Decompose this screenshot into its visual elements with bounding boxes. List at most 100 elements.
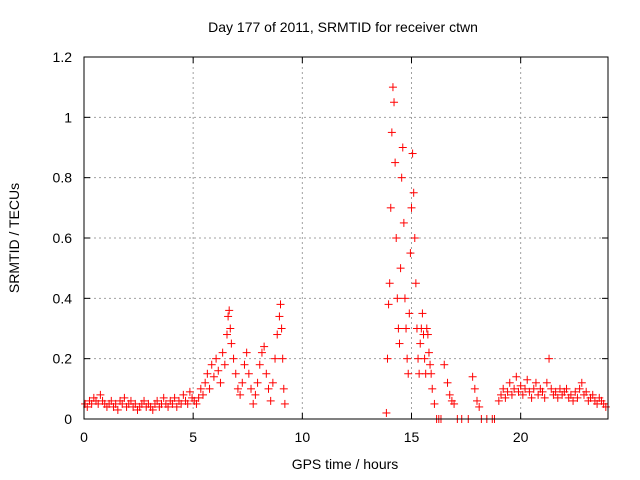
data-point — [428, 384, 437, 393]
data-point — [418, 309, 427, 318]
data-point — [185, 387, 194, 396]
y-tick-label: 1.2 — [53, 49, 73, 65]
data-point — [468, 372, 477, 381]
data-point — [153, 396, 162, 405]
data-point — [233, 384, 242, 393]
data-point — [242, 348, 251, 357]
y-axis-label: SRMTID / TECUs — [6, 183, 22, 293]
data-point — [216, 378, 225, 387]
data-point — [249, 399, 258, 408]
data-point — [440, 360, 449, 369]
data-point — [207, 360, 216, 369]
data-point — [542, 378, 551, 387]
data-point — [205, 384, 214, 393]
data-point — [518, 390, 527, 399]
data-point — [278, 354, 287, 363]
data-point — [406, 249, 415, 258]
data-point — [218, 348, 227, 357]
data-point — [277, 324, 286, 333]
x-axis-label: GPS time / hours — [292, 456, 399, 472]
data-point — [264, 384, 273, 393]
x-tick-label: 20 — [513, 429, 529, 445]
data-point — [220, 360, 229, 369]
data-point — [395, 339, 404, 348]
data-point — [231, 369, 240, 378]
data-point — [227, 339, 236, 348]
data-point — [423, 330, 432, 339]
data-point — [553, 393, 562, 402]
data-point — [393, 294, 402, 303]
data-point — [247, 384, 256, 393]
data-point — [514, 387, 523, 396]
data-point — [266, 396, 275, 405]
data-point — [501, 393, 510, 402]
data-point — [427, 369, 436, 378]
data-point — [275, 312, 284, 321]
data-point — [523, 375, 532, 384]
data-point — [385, 279, 394, 288]
y-tick-label: 0.2 — [53, 351, 73, 367]
y-tick-label: 0.6 — [53, 230, 73, 246]
y-tick-label: 0 — [64, 411, 72, 427]
data-point — [262, 369, 271, 378]
data-point — [384, 300, 393, 309]
data-point — [240, 360, 249, 369]
data-point — [198, 390, 207, 399]
data-point — [404, 369, 413, 378]
data-point — [399, 218, 408, 227]
data-point — [430, 399, 439, 408]
data-point — [113, 405, 122, 414]
data-point — [545, 354, 554, 363]
data-point — [382, 408, 391, 417]
data-point — [391, 158, 400, 167]
data-point — [407, 203, 416, 212]
data-point — [386, 203, 395, 212]
data-point — [268, 378, 277, 387]
data-point — [273, 330, 282, 339]
data-point — [140, 396, 149, 405]
data-point — [403, 354, 412, 363]
data-point — [192, 399, 201, 408]
x-tick-label: 0 — [80, 429, 88, 445]
data-point — [540, 393, 549, 402]
axis-ticks: 0 0.2 0.4 0.6 0.8 1 1.2 0 5 10 15 20 — [53, 49, 608, 445]
data-point — [420, 354, 429, 363]
data-point — [390, 98, 399, 107]
data-point — [194, 393, 203, 402]
data-point — [551, 387, 560, 396]
data-point — [411, 279, 420, 288]
data-point — [255, 360, 264, 369]
data-point — [521, 384, 530, 393]
y-tick-label: 1 — [64, 109, 72, 125]
data-point — [475, 402, 484, 411]
data-point — [201, 378, 210, 387]
data-point — [214, 366, 223, 375]
data-point — [424, 348, 433, 357]
data-point — [408, 149, 417, 158]
data-point — [450, 399, 459, 408]
data-point — [107, 396, 116, 405]
y-tick-label: 0.8 — [53, 170, 73, 186]
data-point — [426, 360, 435, 369]
data-point — [280, 399, 289, 408]
data-point — [170, 393, 179, 402]
data-point — [562, 384, 571, 393]
data-point — [257, 348, 266, 357]
data-point — [383, 354, 392, 363]
data-point — [224, 312, 233, 321]
data-point — [196, 384, 205, 393]
x-tick-label: 5 — [189, 429, 197, 445]
data-point — [388, 83, 397, 92]
data-point — [405, 309, 414, 318]
data-point — [569, 396, 578, 405]
data-point — [209, 372, 218, 381]
data-point — [510, 384, 519, 393]
data-point — [400, 294, 409, 303]
data-point — [410, 234, 419, 242]
data-point — [120, 393, 129, 402]
data-point — [547, 384, 556, 393]
data-point — [229, 354, 238, 363]
x-tick-label: 15 — [404, 429, 420, 445]
data-point — [387, 128, 396, 137]
